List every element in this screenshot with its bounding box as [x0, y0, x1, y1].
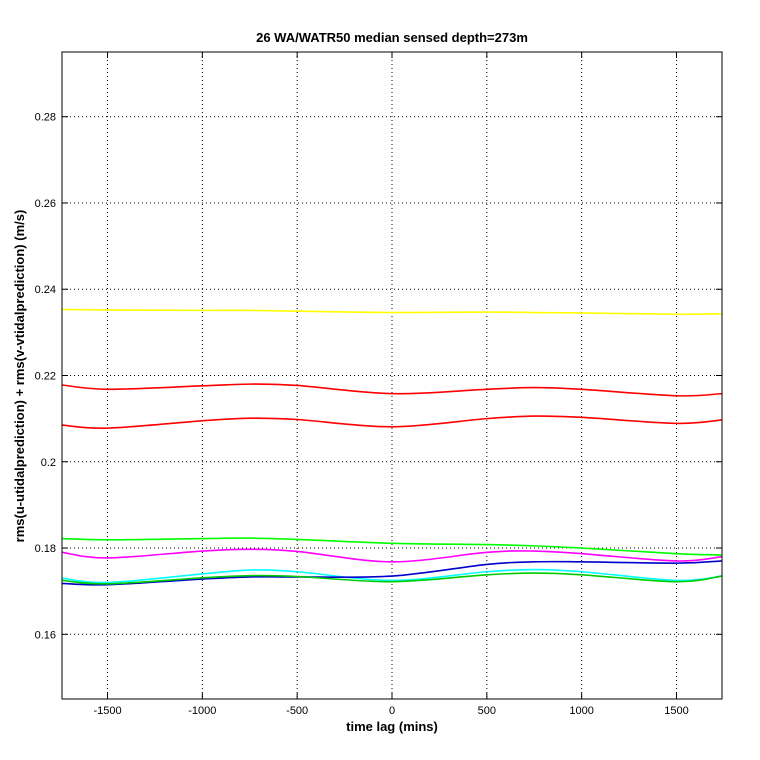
series-line-5: [61, 568, 723, 584]
chart-title: 26 WA/WATR50 median sensed depth=273m: [256, 30, 528, 45]
x-tick-label-1: -1000: [188, 705, 216, 717]
series-line-0: [61, 308, 723, 316]
x-tick-label-6: 1500: [664, 705, 688, 717]
y-tick-label-3: 0.22: [35, 371, 56, 383]
series-line-1: [61, 383, 723, 397]
series-line-6: [61, 560, 723, 586]
grid-layer: [62, 52, 722, 699]
x-tick-label-3: 0: [389, 705, 395, 717]
y-tick-label-0: 0.16: [35, 629, 56, 641]
x-tick-label-2: -500: [286, 705, 308, 717]
series-line-4: [61, 548, 723, 563]
y-tick-label-2: 0.2: [41, 457, 56, 469]
series-line-7: [61, 572, 723, 585]
x-tick-label-4: 500: [478, 705, 496, 717]
tick-layer: -1500 -1000 -500 0 500 1000 1500 0.16 0.18 0.2 0.2…: [35, 52, 722, 717]
y-tick-label-4: 0.24: [35, 284, 56, 296]
plot-frame: [61, 51, 723, 700]
y-tick-label-6: 0.28: [35, 112, 56, 124]
series-line-3: [61, 537, 723, 556]
y-tick-label-5: 0.26: [35, 198, 56, 210]
series-layer: [61, 308, 723, 586]
x-tick-label-0: -1500: [93, 705, 121, 717]
x-axis-label: time lag (mins): [346, 719, 438, 734]
series-line-2: [61, 415, 723, 430]
y-tick-label-1: 0.18: [35, 543, 56, 555]
x-tick-label-5: 1000: [569, 705, 593, 717]
y-axis-label: rms(u-utidalprediction) + rms(v-vtidalpr…: [12, 210, 27, 543]
